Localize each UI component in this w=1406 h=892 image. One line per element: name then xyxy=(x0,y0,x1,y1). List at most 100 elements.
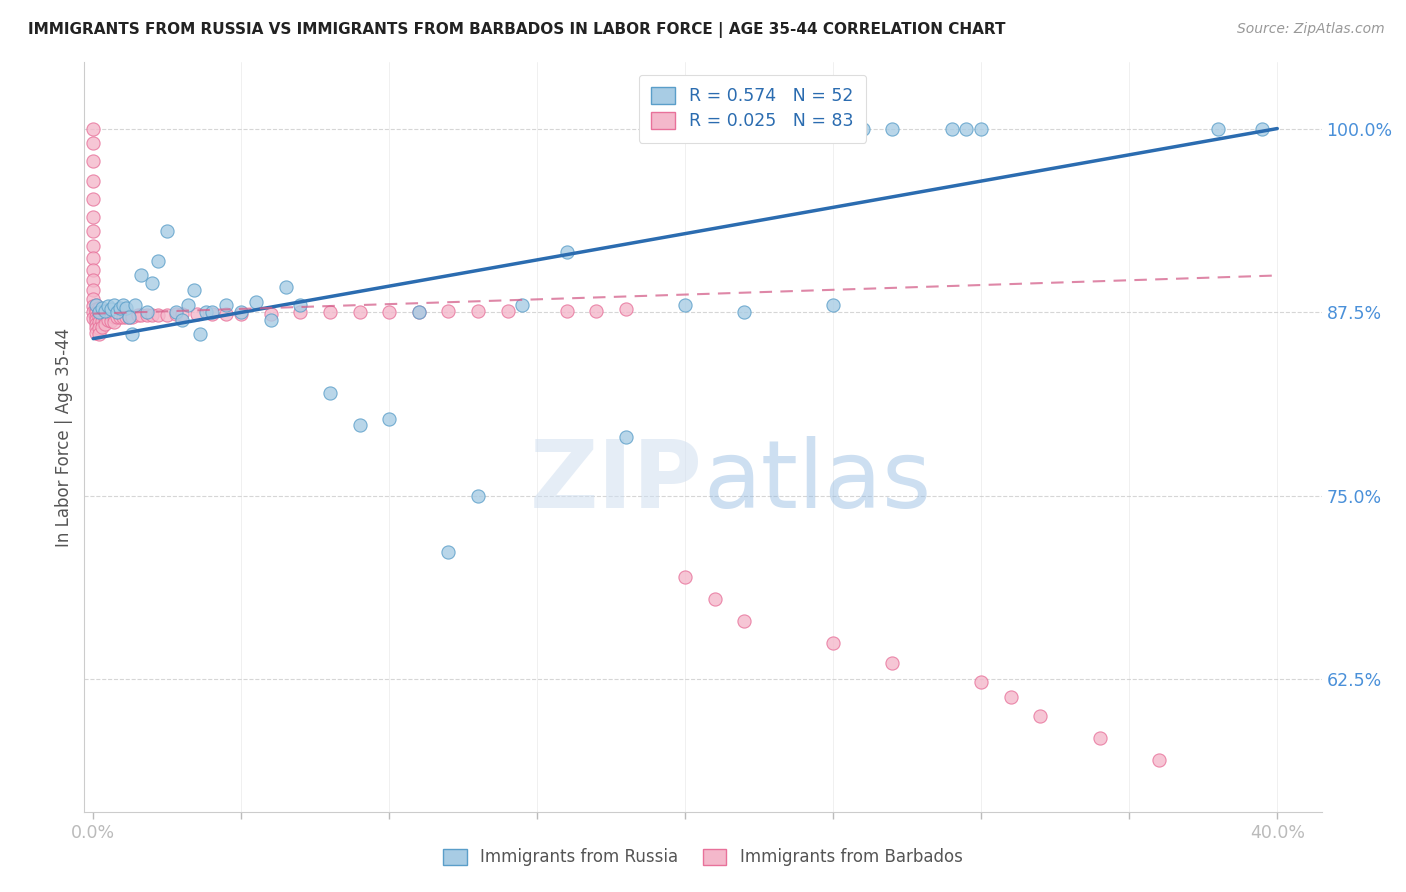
Text: IMMIGRANTS FROM RUSSIA VS IMMIGRANTS FROM BARBADOS IN LABOR FORCE | AGE 35-44 CO: IMMIGRANTS FROM RUSSIA VS IMMIGRANTS FRO… xyxy=(28,22,1005,38)
Point xyxy=(260,312,283,326)
Point xyxy=(231,307,253,321)
Point xyxy=(260,307,283,321)
Point xyxy=(882,657,904,671)
Point xyxy=(274,280,297,294)
Point xyxy=(170,307,193,321)
Point xyxy=(201,305,224,319)
Point xyxy=(89,305,111,319)
Point xyxy=(84,298,107,312)
Point xyxy=(1206,121,1229,136)
Point xyxy=(89,327,111,342)
Point xyxy=(941,121,963,136)
Point xyxy=(124,298,146,312)
Point xyxy=(231,305,253,319)
Point xyxy=(91,314,114,328)
Point xyxy=(585,303,607,318)
Point xyxy=(614,430,637,444)
Point xyxy=(165,307,187,321)
Point xyxy=(141,308,163,322)
Point xyxy=(186,307,208,321)
Legend: R = 0.574   N = 52, R = 0.025   N = 83: R = 0.574 N = 52, R = 0.025 N = 83 xyxy=(638,75,866,143)
Point xyxy=(82,283,104,297)
Point xyxy=(437,303,460,318)
Point xyxy=(82,305,104,319)
Point xyxy=(91,303,114,318)
Point xyxy=(103,310,125,324)
Point xyxy=(215,307,238,321)
Point xyxy=(84,312,107,326)
Point xyxy=(114,301,136,315)
Point xyxy=(84,302,107,317)
Point xyxy=(100,308,122,322)
Point xyxy=(89,301,111,315)
Point xyxy=(194,305,217,319)
Point xyxy=(118,310,141,324)
Point xyxy=(837,121,859,136)
Point xyxy=(378,412,401,426)
Point xyxy=(148,253,170,268)
Point xyxy=(105,310,128,324)
Point xyxy=(82,292,104,306)
Point xyxy=(89,316,111,330)
Point xyxy=(512,298,534,312)
Point xyxy=(349,305,371,319)
Point xyxy=(84,317,107,331)
Point xyxy=(97,299,120,313)
Point xyxy=(114,310,136,324)
Point xyxy=(496,303,519,318)
Point xyxy=(82,251,104,265)
Point xyxy=(100,314,122,328)
Point xyxy=(105,305,128,319)
Point xyxy=(82,192,104,206)
Point xyxy=(188,327,211,342)
Point xyxy=(97,307,120,321)
Point xyxy=(290,305,312,319)
Point xyxy=(118,310,141,324)
Text: atlas: atlas xyxy=(703,436,931,528)
Point xyxy=(148,308,170,322)
Point xyxy=(111,298,134,312)
Point xyxy=(215,298,238,312)
Point xyxy=(135,305,157,319)
Point xyxy=(82,299,104,313)
Point xyxy=(94,317,117,331)
Point xyxy=(82,262,104,277)
Point xyxy=(1147,753,1170,767)
Point xyxy=(82,239,104,253)
Point xyxy=(467,489,489,503)
Point xyxy=(970,675,993,690)
Point xyxy=(129,308,152,322)
Point xyxy=(129,268,152,283)
Point xyxy=(84,326,107,340)
Point xyxy=(84,310,107,324)
Point xyxy=(733,305,755,319)
Point xyxy=(89,321,111,335)
Point xyxy=(84,321,107,335)
Point xyxy=(82,210,104,224)
Point xyxy=(823,298,845,312)
Y-axis label: In Labor Force | Age 35-44: In Labor Force | Age 35-44 xyxy=(55,327,73,547)
Legend: Immigrants from Russia, Immigrants from Barbados: Immigrants from Russia, Immigrants from … xyxy=(437,842,969,873)
Point xyxy=(94,311,117,326)
Point xyxy=(408,305,430,319)
Point xyxy=(141,276,163,290)
Point xyxy=(100,302,122,317)
Point xyxy=(955,121,977,136)
Point xyxy=(135,308,157,322)
Point xyxy=(614,302,637,317)
Point xyxy=(91,308,114,322)
Point xyxy=(1000,690,1022,705)
Point xyxy=(89,305,111,319)
Point xyxy=(121,327,143,342)
Point xyxy=(165,305,187,319)
Point xyxy=(852,121,875,136)
Text: Source: ZipAtlas.com: Source: ZipAtlas.com xyxy=(1237,22,1385,37)
Point xyxy=(437,544,460,558)
Point xyxy=(103,316,125,330)
Point xyxy=(94,303,117,318)
Point xyxy=(82,174,104,188)
Point xyxy=(319,305,342,319)
Point xyxy=(82,136,104,151)
Point xyxy=(408,305,430,319)
Point xyxy=(91,301,114,315)
